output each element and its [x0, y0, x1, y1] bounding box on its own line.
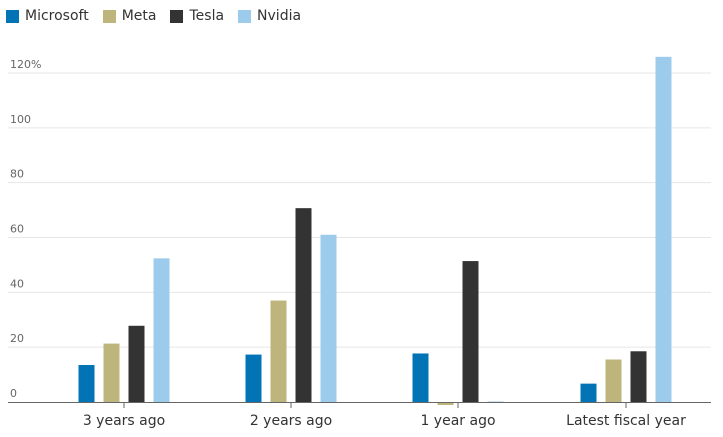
bar-nvidia-1-year-ago [487, 401, 504, 403]
legend-swatch-meta [102, 9, 116, 23]
y-tick-label-40: 40 [10, 277, 24, 290]
y-tick-label-80: 80 [10, 168, 24, 181]
y-tick-label-60: 60 [10, 223, 24, 236]
x-tick-label-1-year-ago: 1 year ago [420, 413, 495, 429]
bar-microsoft-2-years-ago [245, 354, 262, 402]
bar-tesla-latest-fiscal-year [630, 351, 647, 402]
x-axis-ticks: 3 years ago 2 years ago 1 year ago Latest f… [83, 402, 686, 429]
chart-legend: Microsoft Meta Tesla Nvidia [6, 6, 315, 26]
y-axis-ticks: 0 20 40 60 80 100 120% [10, 58, 41, 400]
bar-microsoft-1-year-ago [412, 353, 429, 402]
bar-tesla-2-years-ago [295, 208, 312, 402]
y-tick-label-0: 0 [10, 387, 17, 400]
bars [78, 56, 672, 406]
x-tick-label-2-years-ago: 2 years ago [250, 413, 332, 429]
gridlines [8, 72, 711, 348]
x-tick-label-3-years-ago: 3 years ago [83, 413, 165, 429]
legend-label-microsoft: Microsoft [25, 8, 89, 24]
bar-nvidia-2-years-ago [320, 234, 337, 402]
legend-swatch-nvidia [238, 9, 252, 23]
bar-tesla-3-years-ago [128, 325, 145, 402]
x-tick-label-latest-fiscal-year: Latest fiscal year [566, 413, 686, 429]
y-tick-label-120: 120% [10, 58, 41, 71]
legend-swatch-microsoft [6, 9, 19, 23]
legend-item-microsoft: Microsoft [6, 6, 89, 26]
bar-microsoft-latest-fiscal-year [580, 383, 597, 402]
bar-microsoft-3-years-ago [78, 364, 95, 402]
bar-meta-latest-fiscal-year [605, 359, 622, 402]
y-tick-label-20: 20 [10, 332, 24, 345]
legend-label-nvidia: Nvidia [257, 8, 302, 24]
bar-meta-1-year-ago [437, 402, 454, 406]
bar-nvidia-latest-fiscal-year [655, 56, 672, 403]
legend-item-nvidia: Nvidia [238, 6, 301, 26]
legend-swatch-tesla [170, 9, 184, 23]
legend-item-tesla: Tesla [170, 6, 224, 26]
bar-meta-3-years-ago [103, 343, 120, 402]
legend-label-tesla: Tesla [189, 8, 225, 24]
y-tick-label-100: 100 [10, 113, 31, 126]
legend-item-meta: Meta [102, 6, 157, 26]
legend-label-meta: Meta [121, 8, 157, 24]
bar-tesla-1-year-ago [462, 261, 479, 402]
bar-meta-2-years-ago [270, 300, 287, 402]
bar-nvidia-3-years-ago [153, 258, 170, 402]
